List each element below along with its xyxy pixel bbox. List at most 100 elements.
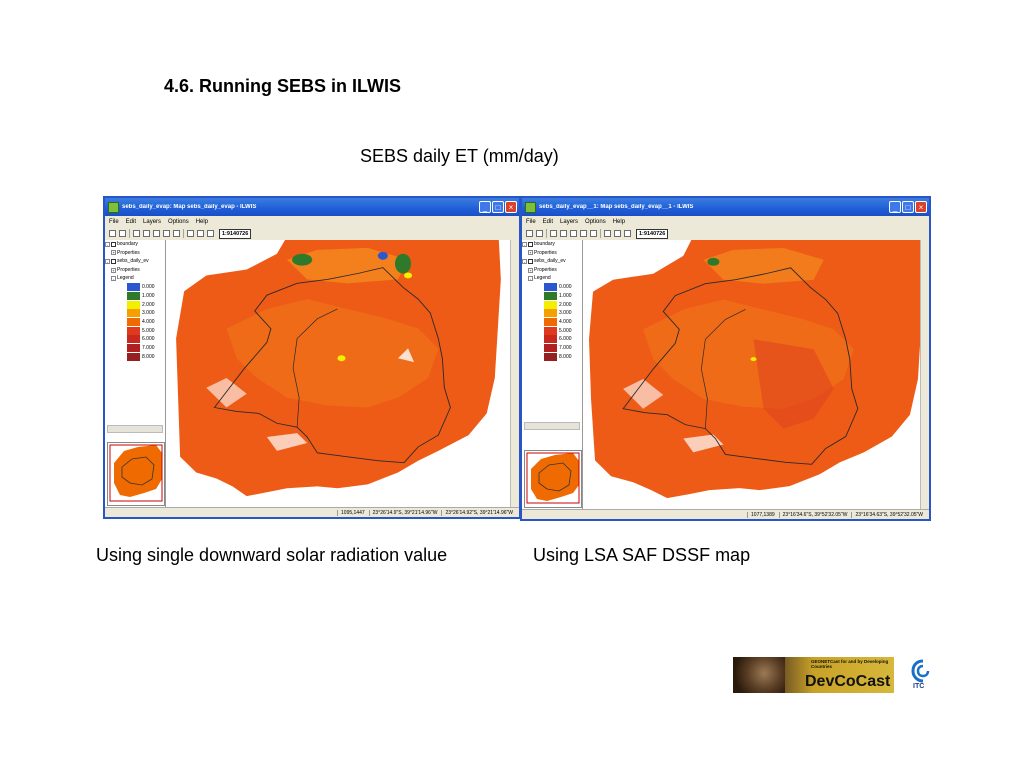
menu-help[interactable]: Help <box>195 218 209 225</box>
legend-swatch <box>544 292 557 300</box>
legend-label: 2.000 <box>142 301 155 308</box>
legend-row: 0.000 <box>522 283 582 292</box>
legend-row: 7.000 <box>105 344 165 353</box>
menu-file[interactable]: File <box>109 218 119 225</box>
print-icon[interactable] <box>614 230 621 237</box>
ilwis-app-icon <box>525 201 536 213</box>
zoom-out-icon[interactable] <box>163 230 170 237</box>
vertical-scrollbar[interactable] <box>920 240 929 510</box>
status-rowcol: 1095,1447 <box>337 509 365 516</box>
zoom-in-icon[interactable] <box>570 230 577 237</box>
minimize-button[interactable]: _ <box>479 201 491 213</box>
menu-file[interactable]: File <box>526 218 536 225</box>
copy-icon[interactable] <box>604 230 611 237</box>
tree-label: Properties <box>534 266 557 273</box>
tree-item-properties[interactable]: + Properties <box>105 249 165 258</box>
menu-edit[interactable]: Edit <box>542 218 554 225</box>
zoom-in-icon[interactable] <box>153 230 160 237</box>
scale-field[interactable]: 1:9140726 <box>219 228 252 239</box>
figure-subtitle: SEBS daily ET (mm/day) <box>360 146 559 166</box>
pan-icon[interactable] <box>143 230 150 237</box>
pointer-icon[interactable] <box>550 230 557 237</box>
checkbox-icon[interactable] <box>111 241 116 247</box>
entire-map-icon[interactable] <box>173 230 180 237</box>
tree-item-boundary[interactable]: - boundary <box>105 240 165 249</box>
collapse-icon[interactable]: - <box>522 258 527 264</box>
collapse-icon[interactable]: - <box>522 241 527 247</box>
maximize-button[interactable]: □ <box>492 201 504 213</box>
legend-label: 7.000 <box>559 345 572 352</box>
overview-map[interactable] <box>107 442 165 506</box>
layer-management-pane: - boundary + Properties - sebs_daily_ev + Pr… <box>522 240 583 510</box>
collapse-icon[interactable]: - <box>105 241 110 247</box>
legend-row: 0.000 <box>105 283 165 292</box>
legend-label: 8.000 <box>559 353 572 360</box>
menu-options[interactable]: Options <box>168 218 189 225</box>
tree-item-properties[interactable]: + Properties <box>522 266 582 275</box>
checkbox-icon[interactable] <box>528 258 533 264</box>
copy-icon[interactable] <box>187 230 194 237</box>
expand-icon[interactable]: + <box>111 250 116 256</box>
map-display[interactable] <box>166 240 519 508</box>
legend-label: 5.000 <box>559 327 572 334</box>
legend-row: 1.000 <box>105 292 165 301</box>
expand-icon[interactable]: + <box>111 267 116 273</box>
collapse-icon[interactable]: - <box>105 258 110 264</box>
tree-item-boundary[interactable]: - boundary <box>522 240 582 249</box>
menu-layers[interactable]: Layers <box>560 218 579 225</box>
legend-row: 4.000 <box>105 318 165 327</box>
print-icon[interactable] <box>197 230 204 237</box>
tree-label: Legend <box>117 275 134 282</box>
tree-label: Properties <box>117 249 140 256</box>
zoom-out-icon[interactable] <box>580 230 587 237</box>
legend-label: 5.000 <box>142 327 155 334</box>
menu-options[interactable]: Options <box>585 218 606 225</box>
close-button[interactable]: × <box>505 201 517 213</box>
collapse-icon[interactable]: - <box>111 276 116 282</box>
title-bar[interactable]: sebs_daily_evap: Map sebs_daily_evap - I… <box>105 198 519 216</box>
tree-label: Properties <box>117 266 140 273</box>
checkbox-icon[interactable] <box>528 241 533 247</box>
overview-map[interactable] <box>524 450 582 508</box>
expand-icon[interactable]: + <box>528 250 533 256</box>
tree-item-map-layer[interactable]: - sebs_daily_ev <box>522 257 582 266</box>
save-icon[interactable] <box>624 230 631 237</box>
minimize-button[interactable]: _ <box>889 201 901 213</box>
menu-layers[interactable]: Layers <box>143 218 162 225</box>
logo-face-image <box>733 657 785 693</box>
new-icon[interactable] <box>526 230 533 237</box>
pan-icon[interactable] <box>560 230 567 237</box>
tree-item-legend[interactable]: - Legend <box>105 274 165 283</box>
expand-icon[interactable]: + <box>528 267 533 273</box>
title-bar[interactable]: sebs_daily_evap__1: Map sebs_daily_evap_… <box>522 198 929 216</box>
new-icon[interactable] <box>109 230 116 237</box>
legend-swatch <box>127 292 140 300</box>
tree-item-properties[interactable]: + Properties <box>522 249 582 258</box>
open-icon[interactable] <box>536 230 543 237</box>
open-icon[interactable] <box>119 230 126 237</box>
toolbar-separator <box>546 229 547 238</box>
vertical-scrollbar[interactable] <box>510 240 519 508</box>
map-display[interactable] <box>583 240 929 510</box>
pointer-icon[interactable] <box>133 230 140 237</box>
horizontal-scrollbar[interactable] <box>107 425 163 433</box>
legend-row: 5.000 <box>522 326 582 335</box>
save-icon[interactable] <box>207 230 214 237</box>
tree-item-map-layer[interactable]: - sebs_daily_ev <box>105 257 165 266</box>
toolbar: 1:9140726 <box>522 227 929 241</box>
menu-help[interactable]: Help <box>612 218 626 225</box>
entire-map-icon[interactable] <box>590 230 597 237</box>
legend-row: 8.000 <box>105 352 165 361</box>
tree-item-properties[interactable]: + Properties <box>105 266 165 275</box>
legend-swatch <box>544 300 557 309</box>
maximize-button[interactable]: □ <box>902 201 914 213</box>
menu-edit[interactable]: Edit <box>125 218 137 225</box>
legend-label: 7.000 <box>142 345 155 352</box>
collapse-icon[interactable]: - <box>528 276 533 282</box>
checkbox-icon[interactable] <box>111 258 116 264</box>
close-button[interactable]: × <box>915 201 927 213</box>
tree-item-legend[interactable]: - Legend <box>522 274 582 283</box>
legend-label: 4.000 <box>142 319 155 326</box>
horizontal-scrollbar[interactable] <box>524 422 580 430</box>
scale-field[interactable]: 1:9140726 <box>636 228 669 239</box>
